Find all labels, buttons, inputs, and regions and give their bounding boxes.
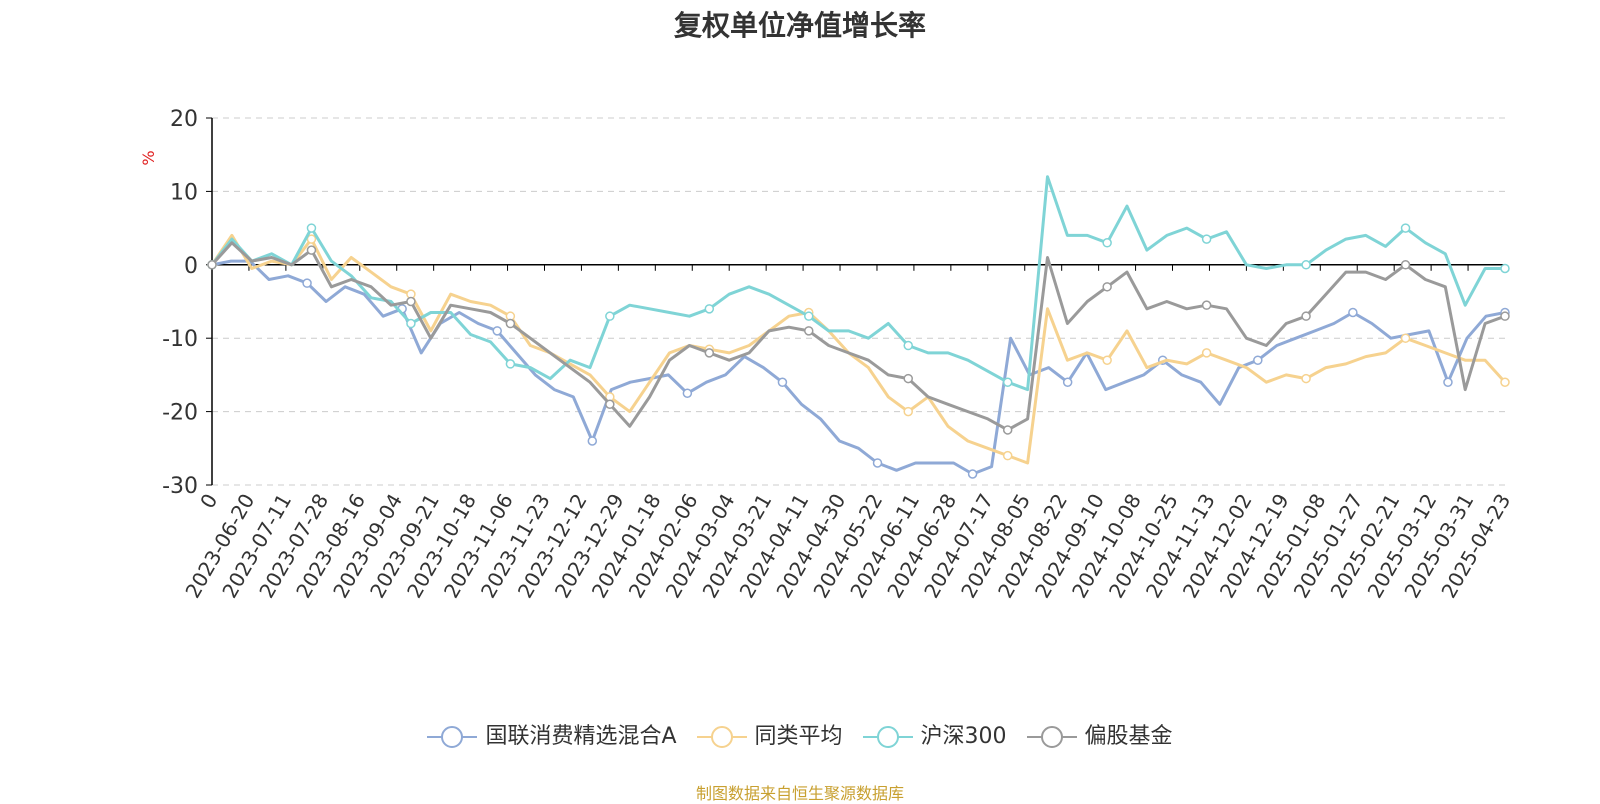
- data-point: [1102, 238, 1112, 248]
- data-point: [1301, 311, 1311, 321]
- series-line: [210, 241, 1506, 432]
- data-point: [1201, 348, 1212, 358]
- data-point: [1348, 307, 1358, 318]
- legend-marker-icon: [862, 726, 913, 748]
- data-point: [306, 245, 317, 255]
- legend-label: 偏股基金: [1084, 724, 1173, 749]
- data-point: [1400, 223, 1411, 233]
- data-point: [682, 388, 693, 398]
- x-tick-label: 0: [195, 490, 222, 513]
- y-tick-label: -30: [162, 474, 198, 499]
- data-point: [1443, 377, 1453, 387]
- data-point: [903, 340, 913, 351]
- series-3: [207, 241, 1510, 435]
- data-point: [1301, 373, 1311, 384]
- data-point: [306, 234, 317, 244]
- data-point: [492, 326, 502, 336]
- data-point: [605, 311, 615, 321]
- series-2: [207, 175, 1510, 392]
- data-point: [1201, 300, 1212, 310]
- data-point: [406, 318, 416, 329]
- data-point: [306, 223, 317, 233]
- data-point: [1500, 311, 1510, 321]
- legend-item[interactable]: 同类平均: [696, 718, 843, 750]
- data-point: [1002, 377, 1013, 387]
- data-point: [804, 326, 814, 336]
- data-point: [1301, 260, 1311, 270]
- series-lines: [207, 175, 1510, 479]
- y-axis: 20 10 0 -10 -20 -30: [162, 107, 213, 499]
- y-tick-label: -10: [162, 327, 198, 352]
- legend-label: 国联消费精选混合A: [485, 724, 677, 749]
- data-point: [704, 348, 715, 358]
- data-point: [1102, 355, 1112, 365]
- data-point: [302, 278, 312, 288]
- legend: 国联消费精选混合A 同类平均 沪深300 偏股基金: [0, 718, 1600, 750]
- data-point: [505, 318, 516, 329]
- data-point: [872, 458, 883, 468]
- legend-item[interactable]: 沪深300: [862, 718, 1007, 750]
- data-point: [1253, 355, 1263, 365]
- y-tick-label: -20: [162, 401, 198, 426]
- series-0: [207, 259, 1510, 479]
- data-point: [1002, 425, 1013, 435]
- data-point: [804, 311, 814, 321]
- data-point: [967, 469, 978, 479]
- data-point: [1400, 260, 1411, 270]
- legend-item[interactable]: 偏股基金: [1026, 718, 1173, 750]
- data-point: [1002, 450, 1013, 461]
- series-line: [210, 233, 1507, 465]
- legend-item[interactable]: 国联消费精选混合A: [427, 718, 677, 750]
- data-point: [207, 260, 217, 270]
- data-point: [1102, 282, 1112, 292]
- legend-label: 同类平均: [754, 724, 843, 749]
- y-axis-label: %: [139, 150, 158, 165]
- series-line: [210, 175, 1505, 392]
- data-point: [903, 406, 913, 417]
- chart-title: 复权单位净值增长率: [673, 9, 926, 42]
- legend-marker-icon: [1026, 726, 1077, 748]
- data-point: [704, 304, 715, 314]
- data-point: [1400, 333, 1411, 343]
- data-point: [605, 399, 615, 410]
- legend-marker-icon: [427, 726, 478, 748]
- data-point: [903, 373, 913, 384]
- series-line: [211, 259, 1506, 476]
- data-point: [587, 436, 598, 446]
- y-tick-label: 10: [170, 180, 198, 205]
- y-tick-label: 20: [170, 107, 198, 132]
- y-tick-label: 0: [184, 254, 198, 279]
- data-point: [1201, 234, 1212, 244]
- data-point: [1062, 377, 1073, 387]
- legend-label: 沪深300: [920, 724, 1007, 749]
- data-point: [777, 377, 788, 387]
- data-point: [1500, 377, 1510, 387]
- data-point: [406, 296, 416, 307]
- data-point: [1500, 263, 1510, 274]
- source-note: 制图数据来自恒生聚源数据库: [695, 784, 904, 803]
- legend-marker-icon: [696, 726, 747, 748]
- data-point: [505, 359, 516, 369]
- series-1: [207, 233, 1510, 465]
